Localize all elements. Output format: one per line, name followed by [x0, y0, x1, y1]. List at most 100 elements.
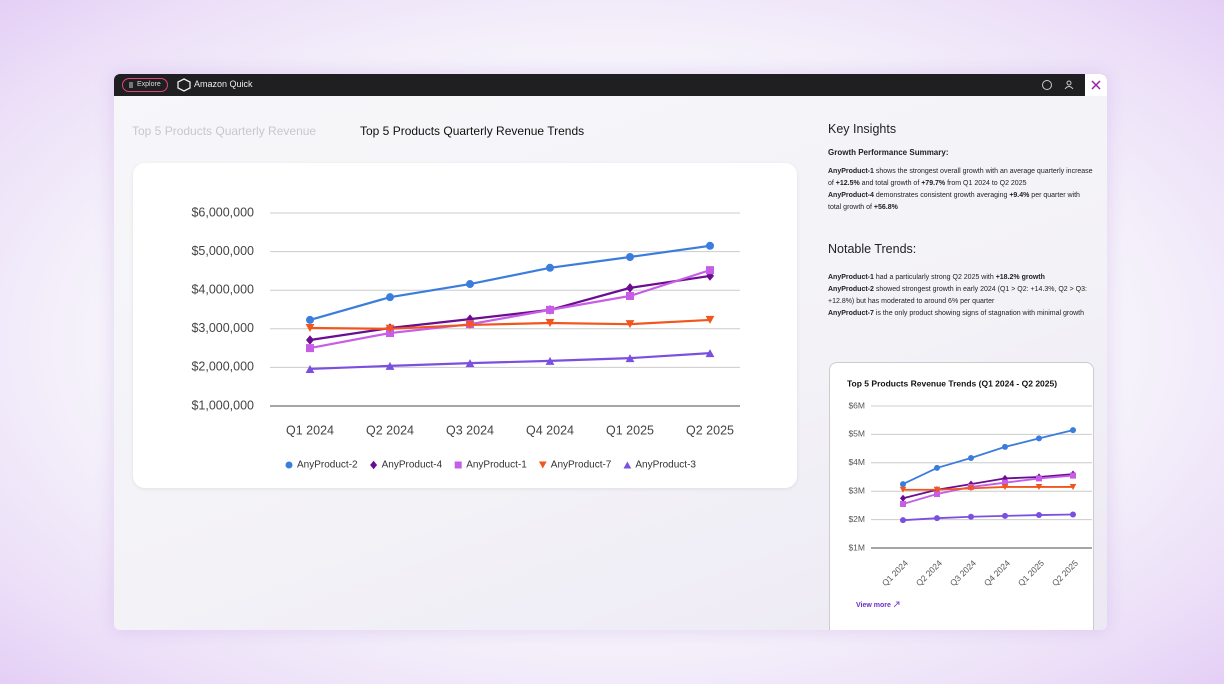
marker	[386, 293, 394, 302]
y-tick-label: $3M	[848, 485, 865, 495]
marker	[538, 461, 547, 469]
marker	[1070, 472, 1076, 479]
marker	[306, 315, 314, 324]
legend-label: AnyProduct-2	[297, 460, 358, 471]
marker	[305, 324, 315, 333]
series-line	[309, 244, 711, 321]
marker	[706, 266, 714, 275]
marker	[465, 359, 475, 368]
marker	[968, 454, 974, 461]
series-line	[309, 274, 711, 342]
x-tick-label: Q2 2025	[1050, 558, 1080, 588]
x-tick-label: Q2 2025	[686, 423, 734, 437]
marker	[968, 513, 974, 520]
explore-label: Explore	[137, 81, 161, 88]
marker	[626, 253, 634, 262]
legend-label: AnyProduct-1	[466, 460, 527, 471]
top-bar-icons	[129, 74, 1107, 96]
marker	[546, 305, 554, 314]
marker	[1002, 443, 1008, 450]
marker	[934, 464, 940, 471]
insight-text: demonstrates consistent growth averaging	[873, 192, 1010, 199]
y-tick-label: $5M	[848, 429, 865, 439]
mini-chart: Top 5 Products Revenue Trends (Q1 2024 -…	[847, 378, 1092, 588]
tab-active[interactable]: Top 5 Products Quarterly Revenue Trends	[360, 124, 585, 138]
y-tick-label: $5,000,000	[191, 244, 254, 258]
marker	[1070, 427, 1076, 434]
marker	[370, 460, 378, 470]
insight-text: per quarter with total growth of	[828, 192, 1080, 211]
series-line	[902, 513, 1074, 522]
series-line	[902, 429, 1074, 485]
marker	[934, 515, 940, 522]
marker	[454, 461, 462, 469]
y-tick-label: $1M	[848, 542, 865, 552]
marker	[967, 485, 975, 492]
user-icon[interactable]	[1066, 80, 1072, 86]
y-tick-label: $4,000,000	[191, 282, 254, 296]
explore-button[interactable]: Explore	[122, 78, 168, 92]
insight-highlight: +9.4%	[1009, 192, 1030, 199]
x-tick-label: Q1 2024	[880, 558, 910, 588]
summary-heading: Growth Performance Summary:	[828, 148, 949, 157]
marker	[626, 291, 634, 300]
summary-list: AnyProduct-1 shows the strongest overall…	[828, 166, 1093, 214]
marker	[705, 315, 715, 324]
marker	[900, 517, 906, 524]
marker	[706, 241, 714, 250]
y-tick-label: $6,000,000	[191, 205, 254, 219]
insight-highlight: AnyProduct-7	[828, 310, 874, 317]
x-tick-label: Q3 2024	[948, 558, 978, 588]
x-tick-label: Q4 2024	[526, 423, 574, 437]
insight-text: and total growth of	[859, 180, 922, 187]
marker	[385, 324, 395, 333]
y-tick-label: $1,000,000	[191, 398, 254, 412]
marker	[466, 280, 474, 289]
insights-title: Key Insights	[828, 122, 897, 136]
series-line	[309, 269, 711, 350]
marker	[623, 461, 632, 469]
y-tick-label: $4M	[848, 457, 865, 467]
marker	[306, 335, 314, 345]
marker	[1036, 475, 1042, 482]
insight-highlight: AnyProduct-1	[828, 274, 874, 281]
view-more[interactable]: View more	[856, 602, 891, 609]
insight-paragraph: AnyProduct-1 shows the strongest overall…	[828, 166, 1093, 190]
insight-text: shows the strongest overall growth with …	[828, 168, 1093, 187]
insight-paragraph: AnyProduct-2 showed strongest growth in …	[828, 284, 1093, 308]
expand-icon	[893, 601, 900, 608]
marker	[1036, 435, 1042, 442]
marker	[900, 494, 906, 502]
x-tick-label: Q2 2024	[366, 423, 414, 437]
marker	[705, 349, 715, 358]
insight-highlight: +18.2% growth	[995, 274, 1045, 281]
insight-paragraph: AnyProduct-4 demonstrates consistent gro…	[828, 190, 1093, 214]
insight-highlight: AnyProduct-1	[828, 168, 874, 175]
tab[interactable]: Top 5 Products Quarterly Revenue	[132, 124, 317, 138]
marker	[285, 461, 293, 469]
insight-text: is the only product showing signs of sta…	[873, 310, 1085, 317]
marker	[545, 319, 555, 328]
marker	[465, 320, 475, 329]
insight-text: showed strongest growth in early 2024 (Q…	[828, 286, 1087, 305]
insight-highlight: +12.5%	[835, 180, 860, 187]
series-line	[903, 486, 1073, 491]
marker	[900, 481, 906, 488]
chart-title: Top 5 Products Revenue Trends (Q1 2024 -…	[847, 378, 1057, 388]
marker	[625, 354, 635, 363]
marker	[466, 314, 474, 324]
trends-list: AnyProduct-1 had a particularly strong Q…	[828, 272, 1093, 320]
trends-heading: Notable Trends:	[828, 242, 917, 256]
marker	[1035, 483, 1043, 490]
insight-text: had a particularly strong Q2 2025 with	[873, 274, 996, 281]
y-tick-label: $2,000,000	[191, 360, 254, 374]
x-tick-label: Q1 2025	[606, 423, 654, 437]
y-tick-label: $6M	[848, 400, 865, 410]
legend-label: AnyProduct-3	[635, 460, 696, 471]
series-line	[309, 352, 711, 371]
marker	[933, 486, 941, 493]
help-icon[interactable]	[1042, 80, 1052, 90]
insight-text: from Q1 2024 to Q2 2025	[945, 180, 1027, 187]
marker	[1069, 483, 1077, 490]
